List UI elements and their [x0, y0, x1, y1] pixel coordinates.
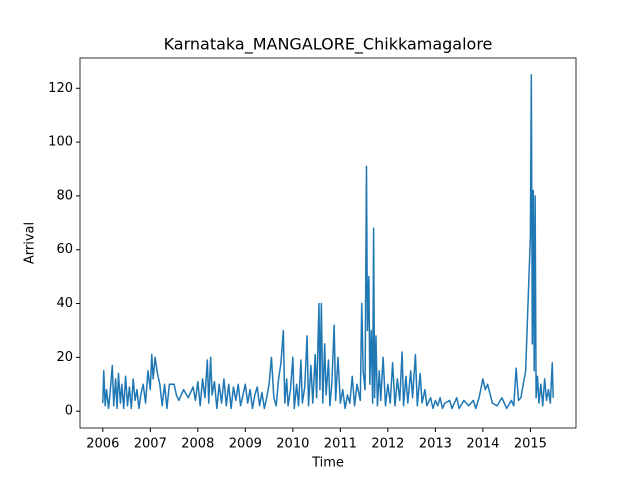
y-tick-label: 100	[48, 135, 73, 150]
x-tick-label: 2014	[466, 437, 499, 452]
x-tick-label: 2013	[419, 437, 452, 452]
y-tick-label: 0	[65, 404, 73, 419]
y-tick-label: 80	[56, 188, 73, 203]
y-axis-label: Arrival	[23, 222, 38, 264]
y-tick-label: 20	[56, 350, 73, 365]
data-line	[102, 74, 554, 410]
y-tick-label: 40	[56, 296, 73, 311]
x-tick-label: 2009	[229, 437, 262, 452]
x-axis-label: Time	[311, 456, 344, 471]
x-tick-label: 2012	[371, 437, 404, 452]
y-tick-label: 60	[56, 242, 73, 257]
x-tick-label: 2010	[276, 437, 309, 452]
plot-frame	[79, 57, 577, 429]
x-tick-label: 2011	[324, 437, 357, 452]
x-tick-label: 2006	[86, 437, 119, 452]
y-tick-label: 120	[48, 81, 73, 96]
chart-title: Karnataka_MANGALORE_Chikkamagalore	[164, 35, 493, 55]
x-tick-label: 2015	[514, 437, 547, 452]
x-tick-label: 2008	[181, 437, 214, 452]
x-tick-label: 2007	[134, 437, 167, 452]
